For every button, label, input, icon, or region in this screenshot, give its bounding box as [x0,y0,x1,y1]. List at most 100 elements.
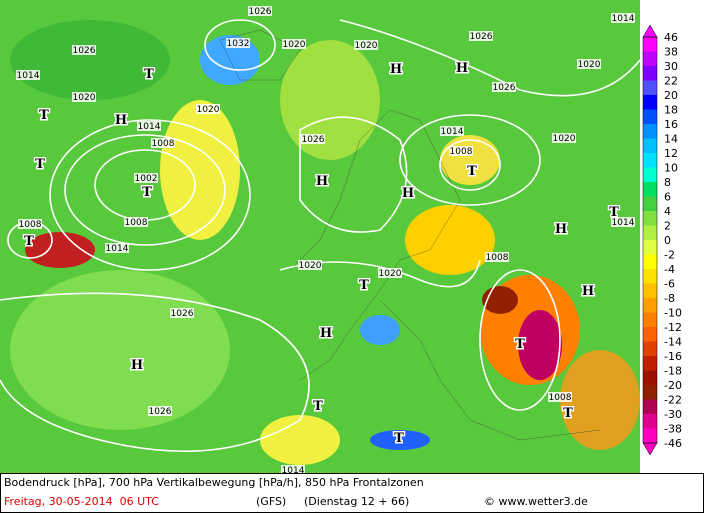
legend-label: -30 [664,408,682,421]
legend-swatch [643,109,657,124]
isobar-label: 1014 [138,122,161,132]
isobar-label-bg [105,243,129,253]
isobar-label: 1026 [493,83,516,93]
isobar-label-bg [469,31,493,41]
field-patch [160,100,240,240]
legend-swatch [643,428,657,443]
legend-swatch [643,254,657,269]
isobar-label: 1020 [299,261,322,271]
legend-label: 30 [664,60,678,73]
legend-frame [642,36,658,444]
legend-swatch [643,196,657,211]
pressure-center: H [390,62,402,77]
legend-swatch [643,240,657,255]
isobar-label-bg [611,217,635,227]
isobar-label: 1026 [302,135,325,145]
pressure-center: H [316,174,328,189]
legend-swatch [643,341,657,356]
legend-swatch [643,283,657,298]
isobar-label: 1002 [135,174,158,184]
isobar-label-bg [282,39,306,49]
isobar-label-bg [134,173,158,183]
pressure-center: T [39,108,49,123]
isobar-label: 1026 [149,407,172,417]
isobar-label-bg [151,138,175,148]
legend-swatch [643,167,657,182]
isobar-label-bg [378,268,402,278]
isobar-label: 1008 [152,139,175,149]
isobar-label: 1020 [553,134,576,144]
isobar-label: 1026 [249,7,272,17]
legend-label: 14 [664,133,678,146]
isobar-label-bg [170,308,194,318]
isobar-label-bg [449,146,473,156]
isobar-label: 1020 [379,269,402,279]
pressure-center: T [35,157,45,172]
isobar-label: 1026 [171,309,194,319]
isobar-label-bg [137,121,161,131]
footer-model: (GFS) [256,495,286,508]
isobar-label-bg [552,133,576,143]
field-patch [10,20,170,100]
isobar-label: 1020 [73,93,96,103]
legend-label: 46 [664,31,678,44]
coastline [289,109,461,381]
isobar-label-bg [548,392,572,402]
pressure-center: T [144,67,154,82]
pressure-center: T [609,205,619,220]
legend-label: 38 [664,46,678,59]
map-labels: 1026 1014 1026 1032 1020 1020 1026 1014 1020 1020… [16,6,635,476]
isobar-label: 1014 [441,127,464,137]
legend-label: -12 [664,321,682,334]
field-patch [405,205,495,275]
isobar-label-bg [18,219,42,229]
isobar-label: 1008 [549,393,572,403]
legend-label: 18 [664,104,678,117]
isobar-label: 1014 [17,71,40,81]
coastline [379,299,601,441]
isobar-label: 1026 [470,32,493,42]
legend-swatch [643,95,657,110]
pressure-center: H [320,326,332,341]
map-field [0,0,640,473]
pressure-center: H [115,113,127,128]
legend-label: 0 [664,234,671,247]
isobar-label: 1008 [125,218,148,228]
legend-label: -38 [664,423,682,436]
isobar [49,119,251,271]
legend-swatch [643,66,657,81]
legend-swatch [643,124,657,139]
isobar-label-bg [248,6,272,16]
isobar [64,134,226,246]
legend-label: 6 [664,191,671,204]
legend-label: 22 [664,75,678,88]
isobar-label: 1020 [197,105,220,115]
isobar-label: 1020 [578,60,601,70]
pressure-center: H [555,222,567,237]
legend-swatch [643,312,657,327]
legend-label: -16 [664,350,682,363]
legend-swatch [643,80,657,95]
isobar [339,19,641,97]
isobar-label: 1008 [486,253,509,263]
legend-swatch [643,269,657,284]
isobar-label-bg [354,40,378,50]
legend-label: -10 [664,307,682,320]
legend-label: -8 [664,292,675,305]
isobar-label: 1026 [73,46,96,56]
isobar-label-bg [440,126,464,136]
legend-label: 2 [664,220,671,233]
legend-label: -2 [664,249,675,262]
field-patch [518,310,562,380]
legend-label: -14 [664,336,682,349]
legend-swatch [643,327,657,342]
legend-swatch [643,51,657,66]
legend-swatch [643,211,657,226]
footer-date: Freitag, 30-05-2014 06 UTC [4,495,159,508]
isobar-label-bg [16,70,40,80]
legend-label: -22 [664,394,682,407]
isobar-label-bg [298,260,322,270]
legend-label: 4 [664,205,671,218]
isobar-label-bg [196,104,220,114]
pressure-center: T [359,278,369,293]
